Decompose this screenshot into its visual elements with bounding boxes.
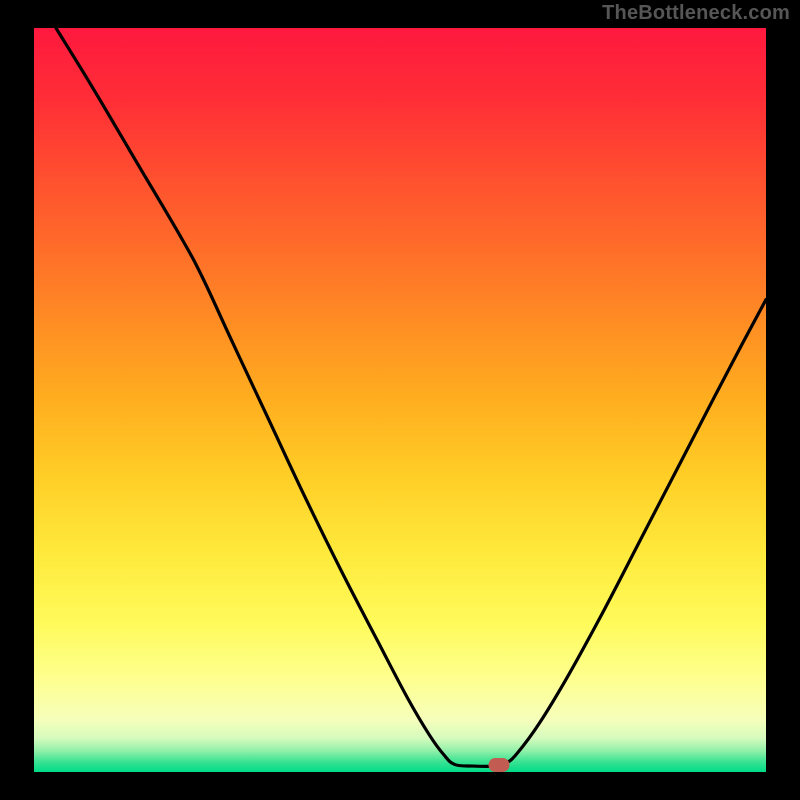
valley-marker bbox=[488, 758, 509, 772]
chart-container: TheBottleneck.com bbox=[0, 0, 800, 800]
bottleneck-curve bbox=[56, 28, 766, 766]
curve-svg bbox=[34, 28, 766, 772]
plot-area bbox=[34, 28, 766, 772]
watermark-text: TheBottleneck.com bbox=[602, 2, 790, 25]
